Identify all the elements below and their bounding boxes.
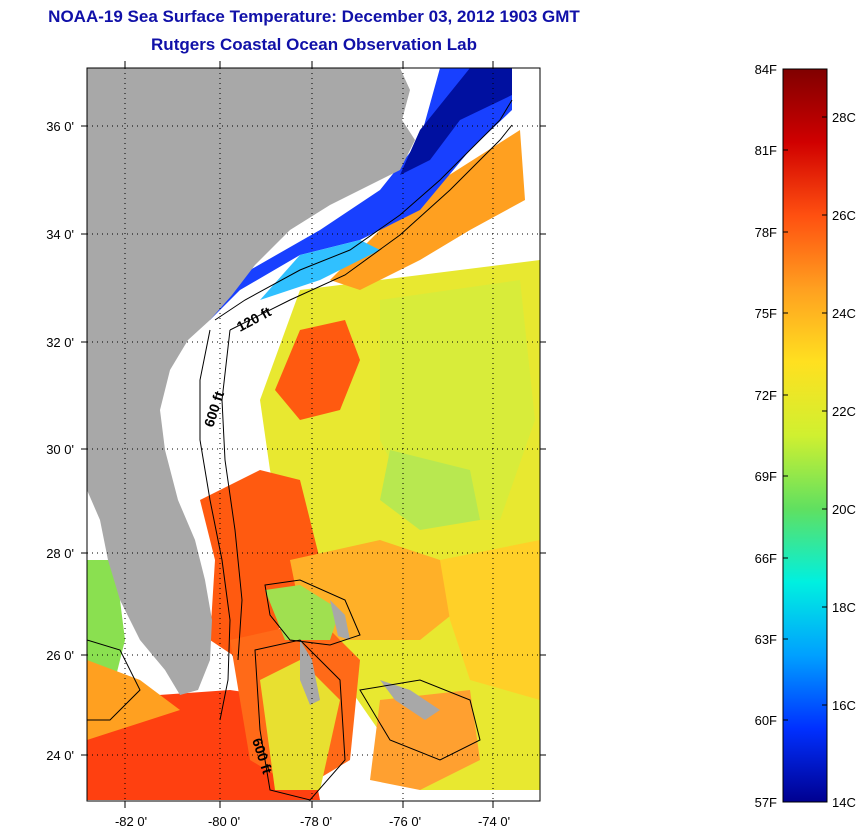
colorbar-label-60f: 60F [755,713,777,728]
colorbar [782,68,828,803]
lat-ticks [81,125,546,756]
colorbar-label-18c: 18C [832,600,856,615]
colorbar-label-26c: 26C [832,208,856,223]
lat-label-28: 28 0' [46,546,74,561]
contour-120ft [214,99,513,321]
contour-shelf-edge [221,329,243,661]
contour-bank-north [264,579,361,646]
land-bahama-island-3 [380,680,440,720]
map-frame [86,67,541,802]
lat-label-36: 36 0' [46,119,74,134]
lat-label-30: 30 0' [46,442,74,457]
lon-ticks [124,61,494,808]
lon-label-82: -82 0' [115,814,147,829]
colorbar-label-22c: 22C [832,404,856,419]
colorbar-label-24c: 24C [832,306,856,321]
lon-label-76: -76 0' [389,814,421,829]
colorbar-label-78f: 78F [755,225,777,240]
sst-field-red-north [275,320,360,420]
colorbar-c-ticks [822,116,827,706]
colorbar-label-81f: 81F [755,143,777,158]
land-bahama-island-2 [330,600,350,640]
sst-field-south-east-orange [370,690,480,790]
colorbar-label-28c: 28C [832,110,856,125]
contour-gulf [87,639,141,721]
lon-label-78: -78 0' [300,814,332,829]
sst-map [87,68,540,801]
colorbar-label-69f: 69F [755,469,777,484]
sst-field-cyan-strip [260,240,380,300]
colorbar-f-ticks [783,149,788,721]
lat-label-34: 34 0' [46,227,74,242]
contour-bank-east [359,679,481,761]
land-bahama-island-1 [300,640,320,705]
lat-label-26: 26 0' [46,648,74,663]
colorbar-label-57f: 57F [755,795,777,810]
colorbar-label-72f: 72F [755,388,777,403]
sst-field-yellow-orange-east [440,540,540,700]
land-mass-southeast-us [87,68,415,695]
colorbar-label-66f: 66F [755,551,777,566]
colorbar-label-16c: 16C [832,698,856,713]
sst-field-green-bank [265,585,340,640]
sst-field-green-patch [380,450,480,530]
lon-label-74: -74 0' [478,814,510,829]
colorbar-label-20c: 20C [832,502,856,517]
colorbar-label-75f: 75F [755,306,777,321]
contour-600ft-florida [199,329,231,721]
colorbar-label-14c: 14C [832,795,856,810]
contour-600ft-north [229,124,513,331]
map-title: NOAA-19 Sea Surface Temperature: Decembe… [48,7,580,26]
lon-label-80: -80 0' [208,814,240,829]
lat-label-24: 24 0' [46,748,74,763]
colorbar-label-84f: 84F [755,62,777,77]
sst-field-bahama-bank [260,660,340,790]
map-grid [87,68,540,801]
lat-label-32: 32 0' [46,335,74,350]
colorbar-label-63f: 63F [755,632,777,647]
contour-bank-south [254,639,346,801]
sst-field-coldest [400,68,512,175]
map-subtitle: Rutgers Coastal Ocean Observation Lab [151,35,477,54]
